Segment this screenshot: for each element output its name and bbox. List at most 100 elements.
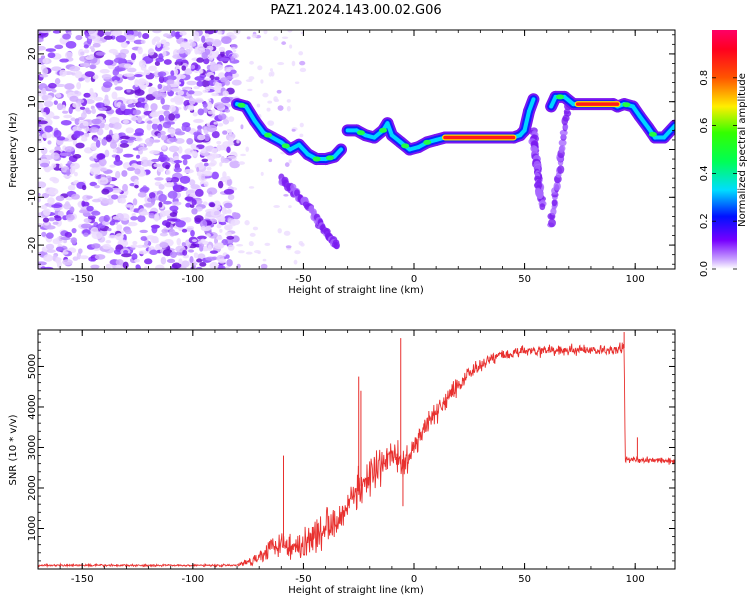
noise-blob [214, 76, 220, 81]
noise-blob [150, 103, 158, 111]
noise-blob [84, 71, 95, 77]
noise-blob [174, 31, 181, 40]
noise-blob [51, 89, 57, 93]
noise-blob [112, 149, 118, 153]
noise-blob [136, 115, 143, 123]
noise-blob [95, 102, 105, 108]
noise-blob [211, 92, 219, 97]
noise-blob [72, 102, 79, 108]
noise-blob [119, 197, 126, 204]
noise-blob [240, 153, 247, 157]
noise-blob [209, 64, 219, 72]
noise-blob [64, 51, 73, 59]
noise-blob [222, 90, 229, 97]
ridge-core [637, 114, 651, 130]
noise-blob [222, 119, 230, 125]
noise-blob [41, 132, 52, 139]
noise-blob [100, 166, 108, 172]
noise-blob [38, 120, 48, 125]
noise-blob [228, 116, 235, 122]
y-tick-label: 20 [27, 48, 38, 61]
noise-blob [104, 94, 109, 102]
noise-blob [116, 224, 123, 231]
noise-blob [127, 104, 136, 108]
noise-blob [157, 83, 163, 90]
noise-blob [149, 150, 160, 155]
noise-blob [184, 48, 191, 55]
noise-blob [160, 256, 167, 265]
noise-blob [67, 184, 76, 191]
noise-blob [248, 76, 255, 81]
noise-blob [38, 38, 44, 43]
noise-blob [102, 81, 113, 88]
noise-blob [205, 256, 217, 261]
noise-blob [164, 182, 175, 188]
noise-blob [137, 191, 147, 198]
snr-panel: -150 -100 -50 0 50 100 1000 2000 3000 4000 5000 H… [8, 329, 676, 596]
noise-blob [213, 102, 225, 109]
x-tick-label: 50 [518, 574, 531, 585]
noise-blob [163, 33, 170, 38]
noise-blob [194, 119, 203, 123]
noise-blob [179, 31, 187, 36]
noise-blob [196, 166, 200, 173]
noise-blob [59, 69, 67, 77]
noise-blob [245, 146, 250, 152]
noise-blob [97, 177, 109, 185]
noise-blob [285, 245, 292, 249]
noise-blob [122, 261, 129, 269]
noise-blob [227, 194, 235, 201]
noise-blob [264, 242, 271, 247]
noise-blob [227, 208, 232, 214]
noise-blob [159, 242, 169, 248]
noise-blob [120, 140, 128, 145]
noise-blob [163, 59, 172, 65]
noise-blob [101, 73, 112, 80]
noise-blob [210, 209, 221, 217]
noise-blob [154, 61, 161, 67]
noise-blob [126, 89, 131, 93]
noise-blob [51, 163, 57, 168]
noise-blob [224, 80, 231, 86]
noise-blob [143, 203, 154, 208]
noise-blob [163, 200, 172, 205]
noise-blob [217, 30, 223, 35]
noise-blob [38, 102, 44, 110]
noise-blob [52, 30, 61, 34]
noise-blob [123, 73, 135, 77]
noise-blob [281, 36, 289, 39]
noise-blob [182, 249, 188, 256]
noise-blob [166, 258, 176, 264]
noise-blob [161, 145, 167, 150]
noise-blob [169, 251, 177, 259]
y-tick-label: 10 [27, 95, 38, 108]
noise-blob [288, 205, 292, 209]
noise-blob [103, 31, 112, 36]
ridge-peak [281, 143, 290, 149]
noise-blob [62, 259, 73, 266]
noise-blob [232, 49, 237, 53]
noise-blob [123, 153, 134, 158]
noise-blob [38, 265, 42, 269]
noise-blob [121, 253, 132, 258]
noise-blob [40, 204, 48, 210]
noise-blob [191, 199, 197, 206]
noise-blob [66, 169, 71, 177]
noise-blob [44, 125, 53, 133]
noise-blob [148, 213, 155, 219]
noise-blob [194, 188, 204, 197]
noise-blob [162, 121, 172, 129]
noise-blob [71, 239, 77, 245]
noise-blob [293, 259, 298, 265]
noise-blob [222, 130, 228, 135]
noise-blob [245, 79, 253, 82]
noise-blob [236, 263, 241, 269]
noise-blob [190, 229, 195, 237]
branch-blob [548, 218, 556, 228]
noise-blob [204, 33, 210, 38]
noise-blob [200, 238, 206, 243]
noise-blob [203, 162, 209, 167]
noise-blob [142, 33, 150, 40]
y-tick-label: 4000 [27, 394, 38, 419]
noise-blob [229, 223, 236, 227]
